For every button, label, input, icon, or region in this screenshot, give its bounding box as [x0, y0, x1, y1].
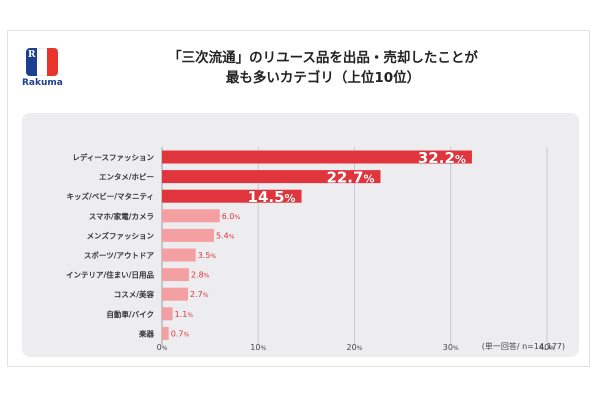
- category-label: スポーツ/アウトドア: [84, 250, 155, 260]
- x-tick-label: 0%: [157, 343, 168, 352]
- chart-title: 「三次流通」のリユース品を出品・売却したことが 最も多いカテゴリ（上位10位）: [68, 48, 578, 88]
- value-label: 3.5%: [198, 251, 217, 260]
- category-label: インテリア/住まい/日用品: [66, 270, 154, 280]
- bar-chart: 0% 10% 20% 30% 40% レディースファッション 32.2% エンタメ/ホビー 22…: [66, 147, 555, 352]
- sample-note: (単一回答/ n=14,177): [481, 342, 565, 351]
- title-line-1: 「三次流通」のリユース品を出品・売却したことが: [168, 50, 478, 66]
- x-tick-label: 20%: [347, 343, 363, 352]
- x-tick-label: 10%: [250, 343, 266, 352]
- title-line-2: 最も多いカテゴリ（上位10位）: [225, 70, 421, 86]
- value-label: 22.7%: [326, 169, 374, 187]
- chart-card: R Rakuma 「三次流通」のリユース品を出品・売却したことが 最も多いカテゴ…: [7, 30, 590, 367]
- plot-panel: 0% 10% 20% 30% 40% レディースファッション 32.2% エンタメ/ホビー 22…: [22, 113, 579, 357]
- logo-letter: R: [28, 50, 36, 60]
- category-label: スマホ/家電/カメラ: [89, 211, 154, 221]
- value-label: 1.1%: [175, 310, 194, 319]
- category-label: メンズファッション: [87, 230, 155, 240]
- category-label: コスメ/美容: [114, 289, 155, 299]
- category-label: エンタメ/ホビー: [99, 172, 154, 182]
- bar: [162, 307, 173, 321]
- bar: [162, 150, 472, 164]
- category-label: 自動車/バイク: [106, 309, 154, 319]
- bar: [162, 287, 188, 301]
- logo-text: Rakuma: [22, 78, 63, 88]
- bar: [162, 189, 302, 203]
- value-label: 5.4%: [216, 231, 235, 240]
- bar: [162, 268, 189, 282]
- x-tick-label: 30%: [443, 343, 459, 352]
- value-label: 6.0%: [222, 212, 241, 221]
- value-label: 32.2%: [418, 149, 466, 167]
- rakuma-logo: R Rakuma: [22, 48, 63, 90]
- value-label: 2.8%: [191, 271, 210, 280]
- value-label: 0.7%: [171, 329, 190, 338]
- category-label: キッズ/ベビー/マタニティ: [66, 191, 154, 201]
- french-flag-icon: R: [26, 48, 58, 76]
- value-label: 2.7%: [190, 290, 209, 299]
- bar: [162, 209, 220, 223]
- category-label: 楽器: [138, 328, 154, 338]
- x-tick-label: 40%: [539, 343, 555, 352]
- bar: [162, 248, 196, 262]
- category-label: レディースファッション: [72, 152, 154, 162]
- bar: [162, 326, 169, 340]
- value-label: 14.5%: [248, 188, 296, 206]
- bar: [162, 170, 381, 184]
- bar: [162, 228, 214, 242]
